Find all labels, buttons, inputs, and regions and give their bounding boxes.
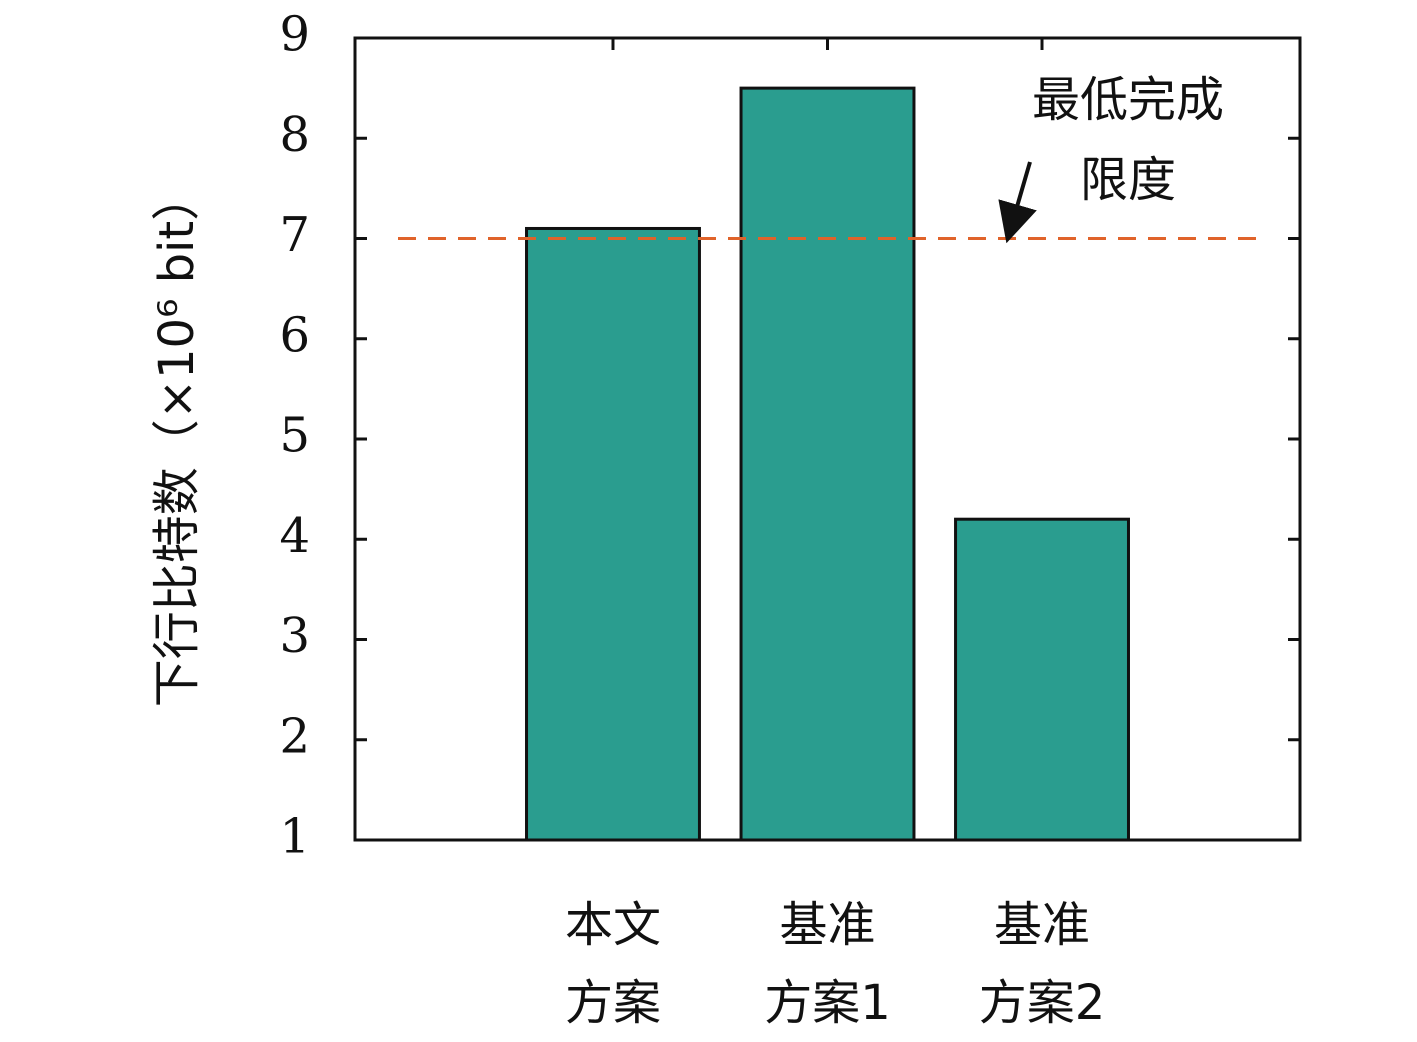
y-tick-label: 2 bbox=[279, 708, 310, 764]
annotation: 限度 bbox=[1080, 152, 1176, 208]
y-axis-label: 下行比特数（×10⁶ bit） bbox=[149, 173, 205, 707]
x-tick-label: 本文 bbox=[565, 897, 661, 953]
annotation-arrow bbox=[998, 161, 1037, 244]
x-tick-label: 基准 bbox=[994, 897, 1090, 953]
bar bbox=[954, 517, 1130, 842]
y-tick-label: 3 bbox=[279, 608, 310, 664]
x-tick-label: 方案 bbox=[565, 975, 661, 1031]
y-tick-label: 6 bbox=[279, 307, 310, 363]
y-tick-label: 5 bbox=[279, 408, 310, 464]
x-tick-label: 基准 bbox=[779, 897, 875, 953]
plot-frame bbox=[353, 36, 1302, 842]
y-tick-label: 9 bbox=[279, 7, 310, 63]
y-tick-label: 7 bbox=[279, 207, 310, 263]
x-tick-label: 方案2 bbox=[979, 975, 1106, 1031]
y-tick-label: 1 bbox=[279, 809, 310, 865]
y-tick-label: 8 bbox=[279, 107, 310, 163]
annotation: 最低完成 bbox=[1032, 72, 1224, 128]
bar bbox=[525, 226, 701, 842]
bar bbox=[739, 86, 916, 842]
y-tick-label: 4 bbox=[279, 508, 310, 564]
x-tick-label: 方案1 bbox=[764, 975, 891, 1031]
